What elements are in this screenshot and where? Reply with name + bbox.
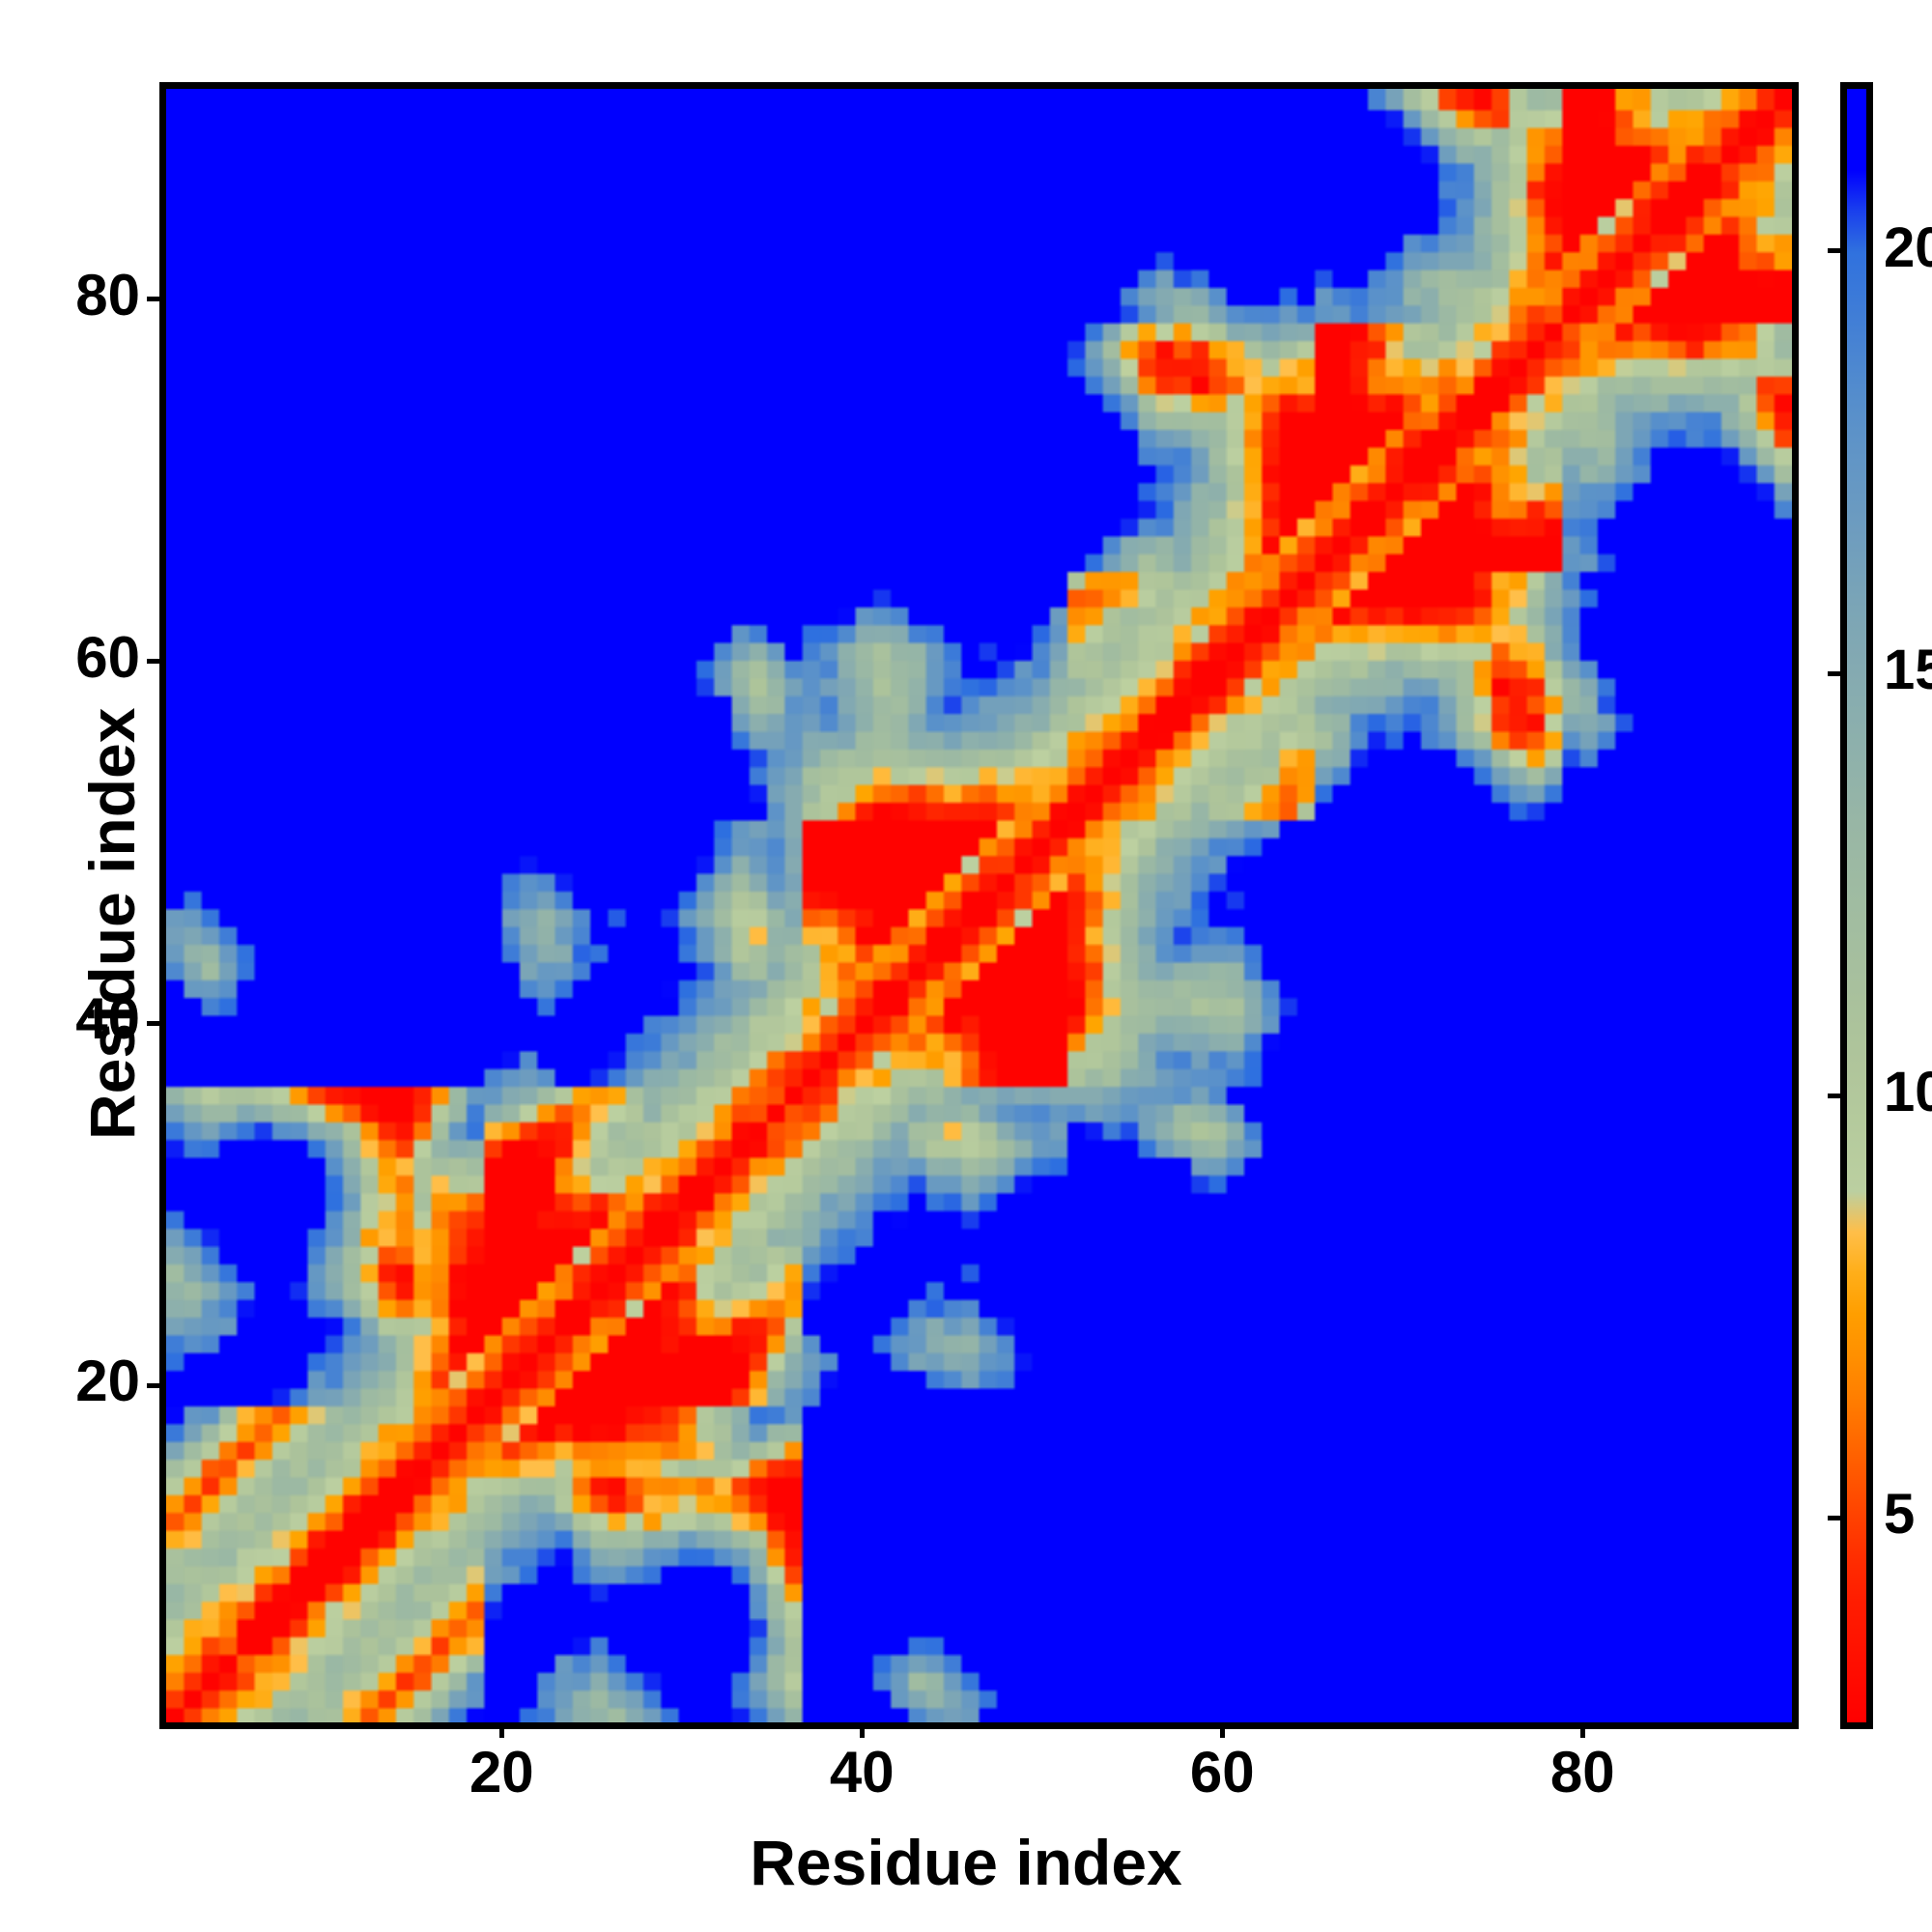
distance-matrix-heatmap xyxy=(166,89,1792,1722)
y-tick-60 xyxy=(147,659,162,665)
colorbar-tick-label-15: 15 xyxy=(1884,639,1932,702)
x-tick-label-80: 80 xyxy=(1549,1740,1615,1804)
colorbar-tick-label-10: 10 xyxy=(1884,1061,1932,1124)
x-tick-label-60: 60 xyxy=(1189,1740,1255,1804)
y-tick-label-80: 80 xyxy=(75,262,140,327)
colorbar-tick-5 xyxy=(1828,1515,1842,1520)
x-tick-label-20: 20 xyxy=(469,1740,534,1804)
x-tick-label-40: 40 xyxy=(829,1740,895,1804)
colorbar-gradient xyxy=(1847,89,1866,1722)
colorbar xyxy=(1840,82,1873,1729)
colorbar-tick-15 xyxy=(1828,670,1842,676)
y-tick-label-20: 20 xyxy=(75,1349,140,1413)
colorbar-tick-label-20: 20 xyxy=(1884,215,1932,279)
y-tick-label-60: 60 xyxy=(75,624,140,690)
x-tick-60 xyxy=(1219,1722,1225,1738)
y-tick-label-40: 40 xyxy=(75,986,140,1052)
colorbar-tick-10 xyxy=(1828,1093,1842,1098)
heatmap-plot-area xyxy=(159,82,1799,1729)
y-tick-80 xyxy=(147,297,162,302)
y-tick-20 xyxy=(147,1382,162,1388)
colorbar-tick-20 xyxy=(1828,248,1842,254)
y-axis-label: Residue index xyxy=(76,707,148,1140)
x-tick-20 xyxy=(498,1722,504,1738)
colorbar-tick-label-5: 5 xyxy=(1884,1483,1916,1547)
x-axis-label: Residue index xyxy=(750,1827,1182,1898)
y-tick-40 xyxy=(147,1020,162,1026)
x-tick-40 xyxy=(859,1722,865,1738)
x-tick-80 xyxy=(1579,1722,1585,1738)
